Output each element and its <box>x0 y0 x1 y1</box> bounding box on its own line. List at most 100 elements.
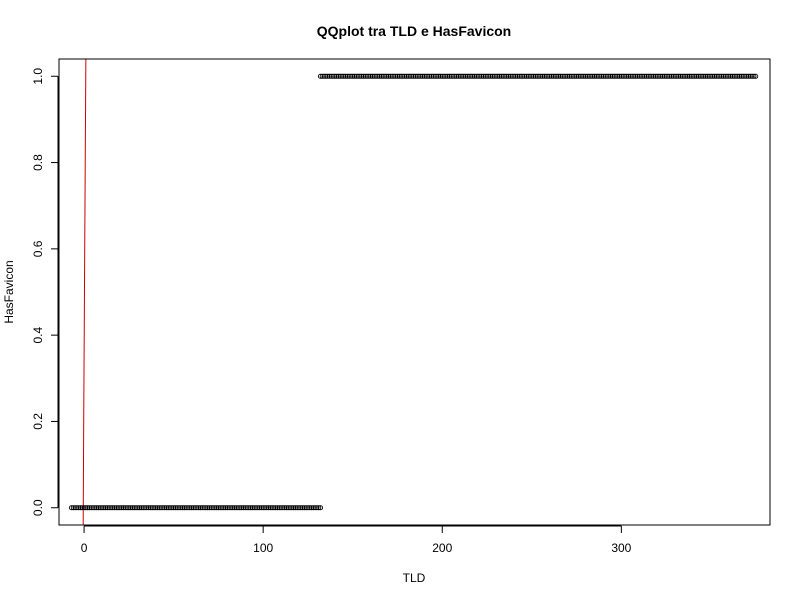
data-point <box>285 505 291 511</box>
data-point <box>296 505 302 511</box>
y-axis-label: HasFavicon <box>2 260 16 323</box>
data-point <box>701 73 707 79</box>
data-point <box>332 73 338 79</box>
x-tick-label: 0 <box>81 541 88 555</box>
data-point <box>715 73 721 79</box>
data-point <box>522 73 528 79</box>
data-point <box>194 505 200 511</box>
data-point <box>240 505 247 511</box>
data-point <box>326 73 332 79</box>
data-point <box>294 505 300 511</box>
data-point <box>321 73 327 79</box>
data-point <box>425 73 431 79</box>
data-point <box>461 73 467 79</box>
data-point <box>205 505 211 511</box>
data-point <box>570 73 576 79</box>
data-point <box>350 73 356 79</box>
data-point <box>728 73 734 79</box>
data-point <box>722 73 728 79</box>
data-point <box>402 73 408 79</box>
data-point <box>122 505 128 511</box>
data-point <box>577 73 583 79</box>
data-point <box>267 505 273 511</box>
data-point <box>79 505 85 511</box>
data-point <box>611 73 617 79</box>
data-point <box>351 73 358 79</box>
data-point <box>457 73 463 79</box>
data-point <box>180 505 186 511</box>
data-point <box>131 505 137 511</box>
data-point <box>409 73 415 79</box>
data-point <box>708 73 714 79</box>
data-point <box>416 73 422 79</box>
x-tick-label: 200 <box>432 541 452 555</box>
data-point <box>604 73 610 79</box>
data-point <box>477 73 483 79</box>
data-point <box>627 73 633 79</box>
data-point <box>74 505 80 511</box>
data-point <box>88 505 94 511</box>
data-point <box>248 505 254 511</box>
data-point <box>113 505 119 511</box>
data-point <box>593 73 599 79</box>
data-point <box>681 73 687 79</box>
data-point <box>328 73 334 79</box>
data-point <box>464 73 470 79</box>
data-point <box>274 505 281 511</box>
data-point <box>668 73 675 79</box>
data-point <box>72 505 78 511</box>
data-point <box>651 73 657 79</box>
data-point <box>694 73 700 79</box>
data-point <box>226 505 232 511</box>
data-point <box>330 73 336 79</box>
data-point <box>656 73 662 79</box>
data-point <box>516 73 522 79</box>
data-point <box>269 505 275 511</box>
data-point <box>545 73 551 79</box>
data-point <box>624 73 630 79</box>
data-point <box>479 73 485 79</box>
data-point <box>140 505 146 511</box>
data-point <box>509 73 515 79</box>
data-point <box>172 505 178 511</box>
data-point <box>745 73 752 79</box>
data-point <box>380 73 386 79</box>
data-point <box>305 505 311 511</box>
data-point <box>597 73 603 79</box>
data-point <box>206 505 212 511</box>
data-point <box>126 505 132 511</box>
data-point <box>543 73 549 79</box>
data-point <box>534 73 540 79</box>
data-point <box>282 505 288 511</box>
data-point <box>588 73 594 79</box>
data-point <box>568 73 574 79</box>
data-point <box>747 73 753 79</box>
data-point <box>212 505 218 511</box>
data-point <box>561 73 567 79</box>
data-point <box>720 73 726 79</box>
data-point <box>393 73 399 79</box>
data-point <box>554 73 560 79</box>
data-point <box>591 73 598 79</box>
data-point <box>362 73 368 79</box>
data-point <box>344 73 350 79</box>
data-point <box>606 73 612 79</box>
data-point <box>219 505 225 511</box>
data-point <box>384 73 390 79</box>
data-point <box>244 505 250 511</box>
y-tick-label: 0.6 <box>31 240 45 257</box>
data-point <box>495 73 501 79</box>
data-point <box>276 505 282 511</box>
data-point <box>187 505 193 511</box>
data-point <box>445 73 451 79</box>
data-point <box>428 73 435 79</box>
data-point <box>221 505 227 511</box>
data-point <box>532 73 538 79</box>
data-point <box>185 505 191 511</box>
data-point <box>97 505 103 511</box>
data-point <box>190 505 196 511</box>
data-point <box>199 505 205 511</box>
data-point <box>90 505 96 511</box>
data-point <box>101 505 107 511</box>
data-point <box>511 73 517 79</box>
